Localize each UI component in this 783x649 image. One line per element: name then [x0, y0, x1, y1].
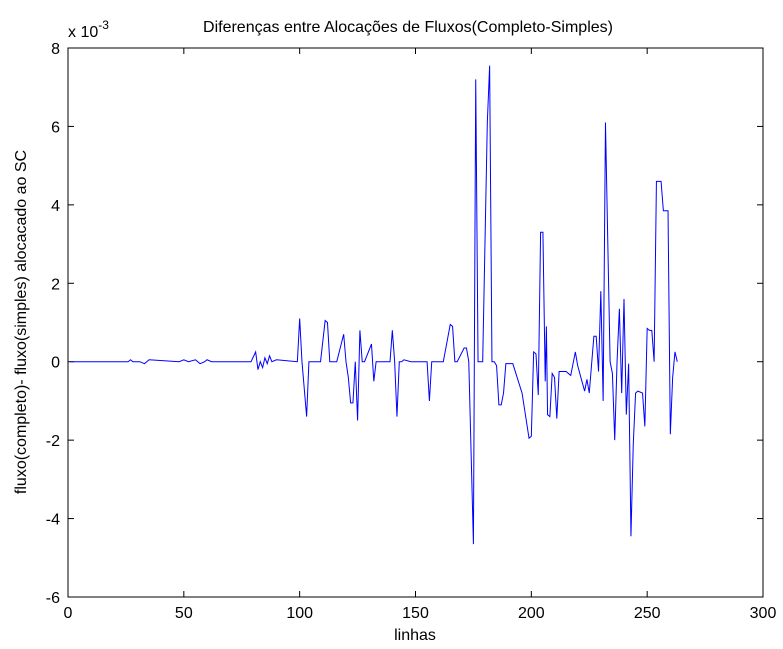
- x-tick-label: 100: [286, 605, 313, 622]
- x-tick-label: 50: [175, 605, 193, 622]
- y-tick-label: 0: [51, 355, 60, 372]
- y-multiplier-base: x 10: [68, 24, 98, 41]
- x-tick-label: 0: [64, 605, 73, 622]
- y-tick-label: -4: [46, 512, 60, 529]
- x-tick-label: 200: [518, 605, 545, 622]
- y-tick-label: 8: [51, 41, 60, 58]
- chart-title: Diferenças entre Alocações de Fluxos(Com…: [203, 19, 613, 36]
- x-axis-label: linhas: [394, 627, 436, 644]
- y-tick-label: -2: [46, 433, 60, 450]
- x-tick-label: 250: [634, 605, 661, 622]
- data-line: [70, 65, 678, 545]
- y-axis-label: fluxo(completo)- fluxo(simples) alocacad…: [13, 150, 30, 494]
- plot-frame: [67, 47, 764, 598]
- x-tick-label: 150: [402, 605, 429, 622]
- y-tick-label: 6: [51, 119, 60, 136]
- y-tick-label: 4: [51, 198, 60, 215]
- y-multiplier-exponent: -3: [98, 18, 109, 32]
- y-multiplier: x 10-3: [68, 18, 109, 41]
- y-tick-label: 2: [51, 276, 60, 293]
- y-tick-label: -6: [46, 590, 60, 607]
- x-tick-label: 300: [750, 605, 777, 622]
